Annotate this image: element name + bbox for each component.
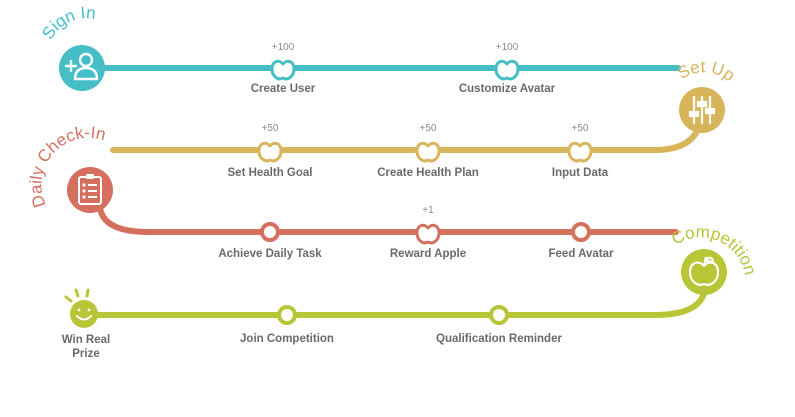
setup-step-1-points: +50 [419,123,437,134]
competition-node [681,249,727,295]
apple-marker-icon [257,141,283,163]
checklist-icon [78,174,102,205]
setup-step-2-marker [567,141,593,163]
checkin-step-1-marker [415,223,441,245]
signin-step-0-marker [270,59,296,81]
checkin-step-1-label: Reward Apple [389,248,467,260]
add-user-icon [64,52,99,81]
setup-step-0-label: Set Health Goal [227,167,313,179]
checkin-step-2-marker [571,222,591,242]
circle-marker [489,305,509,325]
circle-marker [260,222,280,242]
checkin-step-0-marker [260,222,280,242]
checkin-step-2-label: Feed Avatar [548,248,614,260]
checkin-track [97,205,679,235]
apple-marker-icon [494,59,520,81]
finish-label: Win Real Prize [62,333,110,361]
setup-step-1-label: Create Health Plan [377,167,479,179]
setup-step-1-marker [415,141,441,163]
setup-step-2-label: Input Data [551,167,609,179]
setup-step-2-points: +50 [571,123,589,134]
apple-marker-icon [567,141,593,163]
finish-label-line1: Win Real [61,334,111,346]
apple-marker-icon [415,141,441,163]
competition-step-1-marker [489,305,509,325]
apple-icon [688,256,720,286]
signin-title: Sign In [38,3,97,43]
apple-marker-icon [415,223,441,245]
checkin-step-1-points: +1 [422,205,434,216]
signin-step-0-label: Create User [250,83,316,95]
checkin-step-0-label: Achieve Daily Task [218,248,322,260]
competition-step-1-label: Qualification Reminder [436,333,562,345]
setup-step-0-points: +50 [261,123,279,134]
circle-marker [571,222,591,242]
setup-title: Set Up [674,57,738,85]
checkin-node [67,167,113,213]
competition-step-0-label: Join Competition [240,333,334,345]
circle-marker [277,305,297,325]
setup-node [679,87,725,133]
signin-step-1-points: +100 [495,42,519,53]
signin-step-1-marker [494,59,520,81]
finish-label-line2: Prize [72,348,100,360]
apple-marker-icon [270,59,296,81]
signin-step-0-points: +100 [271,42,295,53]
setup-step-0-marker [257,141,283,163]
smiley-sun-icon [64,288,98,328]
signin-node [59,45,105,91]
setup-track [110,112,705,153]
competition-track [85,287,708,318]
competition-step-0-marker [277,305,297,325]
signin-step-1-label: Customize Avatar [458,83,556,95]
sliders-icon [688,95,716,125]
